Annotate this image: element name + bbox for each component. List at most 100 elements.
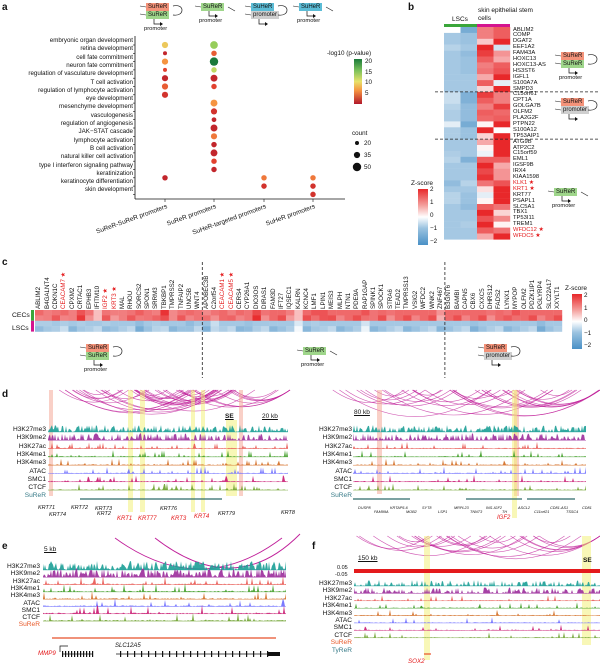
f-arcs (356, 535, 600, 559)
heatmap-cell (444, 168, 461, 175)
diagram-lines (554, 100, 598, 121)
gene-label: KRT77 (513, 191, 531, 198)
dot (161, 58, 169, 65)
heatmap-cell (361, 320, 370, 327)
diagram-lines (139, 5, 183, 26)
heatmap-cell (76, 326, 86, 332)
d-left-track-ATAC (48, 466, 288, 474)
gene-name: MOB2 (406, 510, 417, 514)
heatmap-cell (193, 326, 203, 332)
gene-highlight (201, 390, 205, 512)
heatmap-cell (477, 186, 494, 193)
f-track-H3K27ac (354, 595, 600, 602)
gene-label: TP53AIP1 (513, 132, 540, 139)
heatmap-cell (193, 320, 203, 327)
size-legend-tick: 50 (364, 164, 372, 171)
color-legend-tick: 15 (365, 68, 373, 76)
heatmap-cell (269, 320, 278, 327)
heatmap-cell (460, 27, 478, 34)
heatmap-cell (460, 121, 478, 128)
heatmap-cell (460, 174, 478, 181)
heatmap-cell (460, 215, 478, 222)
color-legend-tick: 20 (365, 58, 373, 65)
heatmap-cell (444, 233, 461, 240)
heatmap-cell (60, 315, 69, 321)
heatmap-cell (520, 326, 529, 332)
group-label-lscs: LSCs (452, 16, 468, 23)
term-label: lymphocyte activation (73, 136, 133, 144)
heatmap-cell (460, 86, 478, 93)
f-ytick-top: 0.05 (337, 565, 348, 571)
e-arcs (114, 533, 301, 570)
promoter-label: promoter (84, 367, 108, 373)
heatmap-cell (85, 315, 94, 321)
gene-label: FAM43A (513, 50, 536, 57)
heatmap-cell (377, 310, 387, 316)
size-legend-dots (352, 141, 362, 172)
gene-label: IGSF9B (513, 162, 534, 169)
sequence-box: SuReR (146, 3, 170, 11)
heatmap-cell (177, 310, 186, 316)
heatmap-cell (477, 145, 494, 152)
track-label: CTCF (334, 484, 352, 492)
term-label: T cell activation (90, 78, 133, 86)
heatmap-cell (202, 310, 211, 316)
track-label: H3K4me1 (16, 450, 46, 458)
heatmap-cell (493, 74, 511, 81)
heatmap-cell (477, 204, 494, 211)
heatmap-cell (460, 139, 478, 146)
gene-name-highlighted: KRT3 (171, 516, 187, 522)
heatmap-cell (453, 315, 462, 321)
promoter-label: promoter (297, 18, 321, 24)
heatmap-cell (461, 326, 471, 332)
heatmap-cell (68, 320, 78, 327)
heatmap-cell (528, 315, 538, 321)
f-se-label: SE (583, 557, 592, 564)
heatmap-cell (227, 310, 236, 316)
heatmap-cell (386, 310, 395, 316)
term-label: regulation of vasculature development (28, 70, 133, 78)
gene-label: ABLIM2 (513, 26, 534, 33)
heatmap-cell (160, 310, 170, 316)
track-label: SuReR (330, 492, 352, 500)
gene-label: PTPN22 (513, 120, 535, 127)
heatmap-cell (511, 310, 521, 316)
heatmap-cell (493, 174, 511, 181)
heatmap-cell (444, 127, 461, 134)
zscore-tick: 0 (430, 212, 434, 219)
track-label: H3K4me3 (10, 592, 40, 600)
heatmap-cell (460, 44, 478, 51)
heatmap-cell (185, 315, 195, 321)
heatmap-cell (311, 315, 320, 321)
heatmap-cell (227, 315, 236, 321)
heatmap-cell (477, 103, 494, 110)
heatmap-cell (477, 174, 494, 181)
heatmap-cell (202, 320, 211, 327)
heatmap-cell (344, 310, 354, 316)
heatmap-cell (477, 62, 494, 69)
zscore-tick: −2 (584, 342, 592, 349)
dot (211, 141, 217, 148)
heatmap-cell (269, 326, 278, 332)
gene-name: C11orf21 (534, 510, 550, 514)
sequence-box: SuReR (86, 344, 110, 352)
dot (261, 175, 267, 181)
term-label: type I interferon signaling pathway (39, 161, 133, 169)
heatmap-cell (244, 315, 253, 321)
track-label: H3K9me2 (322, 587, 352, 595)
heatmap-cell (93, 320, 103, 327)
heatmap-cell (35, 320, 44, 327)
heatmap-cell (493, 198, 511, 205)
heatmap-cell (478, 315, 487, 321)
d-right-track-H3K4me3 (353, 458, 586, 466)
gene-label: OLFM2 (513, 109, 533, 116)
gene-name: TNNT3 (470, 510, 483, 514)
heatmap-cell (411, 315, 420, 321)
heatmap-cell (477, 97, 494, 104)
heatmap-cell (260, 310, 270, 316)
heatmap-cell (460, 91, 478, 98)
heatmap-cell (352, 310, 362, 316)
dot (210, 99, 218, 107)
heatmap-cell (210, 326, 220, 332)
heatmap-cell (493, 180, 511, 187)
